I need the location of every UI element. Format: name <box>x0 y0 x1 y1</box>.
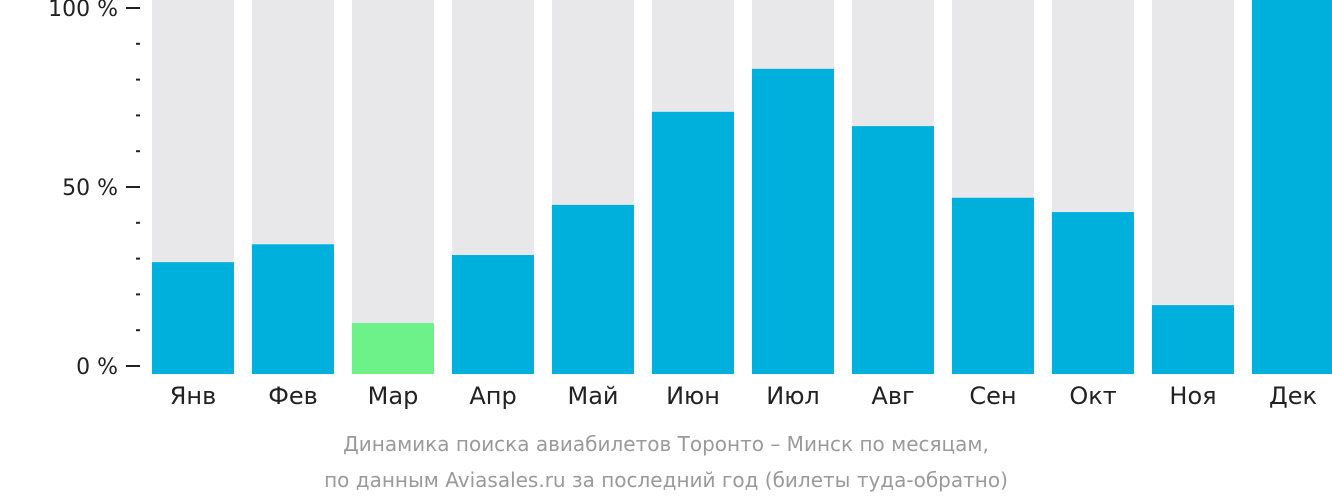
bar-chart: 0 % 50 % 100 % Янв Фев Мар Апр Май Июн Июл Авг Сен… <box>48 0 1332 410</box>
bar <box>552 204 634 374</box>
bar <box>152 262 234 374</box>
x-tick-label: Окт <box>1069 382 1116 410</box>
x-tick-label: Янв <box>170 382 217 410</box>
x-tick-label: Ноя <box>1169 382 1216 410</box>
bar <box>752 68 834 375</box>
y-tick-label: 100 % <box>48 0 118 22</box>
y-tick-label: 0 % <box>76 355 118 380</box>
bars-group <box>152 0 1332 375</box>
bar <box>852 126 934 374</box>
bar <box>652 111 734 374</box>
x-tick-label: Сен <box>969 382 1016 410</box>
x-tick-label: Июл <box>766 382 820 410</box>
chart-caption-line-2: по данным Aviasales.ru за последний год … <box>324 468 1008 492</box>
x-axis-labels: Янв Фев Мар Апр Май Июн Июл Авг Сен Окт Ноя Дек <box>170 382 1317 410</box>
x-tick-label: Фев <box>268 382 318 410</box>
bar <box>1252 0 1332 374</box>
chart-caption-line-1: Динамика поиска авиабилетов Торонто – Ми… <box>343 432 989 456</box>
x-tick-label: Авг <box>871 382 914 410</box>
y-tick-label: 50 % <box>62 176 118 201</box>
bar <box>352 323 434 374</box>
x-tick-label: Май <box>567 382 618 410</box>
bar-background <box>352 0 434 374</box>
x-tick-label: Апр <box>469 382 516 410</box>
x-tick-label: Дек <box>1269 382 1317 410</box>
bar <box>252 244 334 374</box>
x-tick-label: Мар <box>368 382 419 410</box>
x-tick-label: Июн <box>666 382 720 410</box>
bar <box>1052 212 1134 374</box>
bar <box>952 197 1034 374</box>
bar <box>452 255 534 374</box>
bar <box>1152 305 1234 374</box>
y-axis: 0 % 50 % 100 % <box>48 0 140 380</box>
